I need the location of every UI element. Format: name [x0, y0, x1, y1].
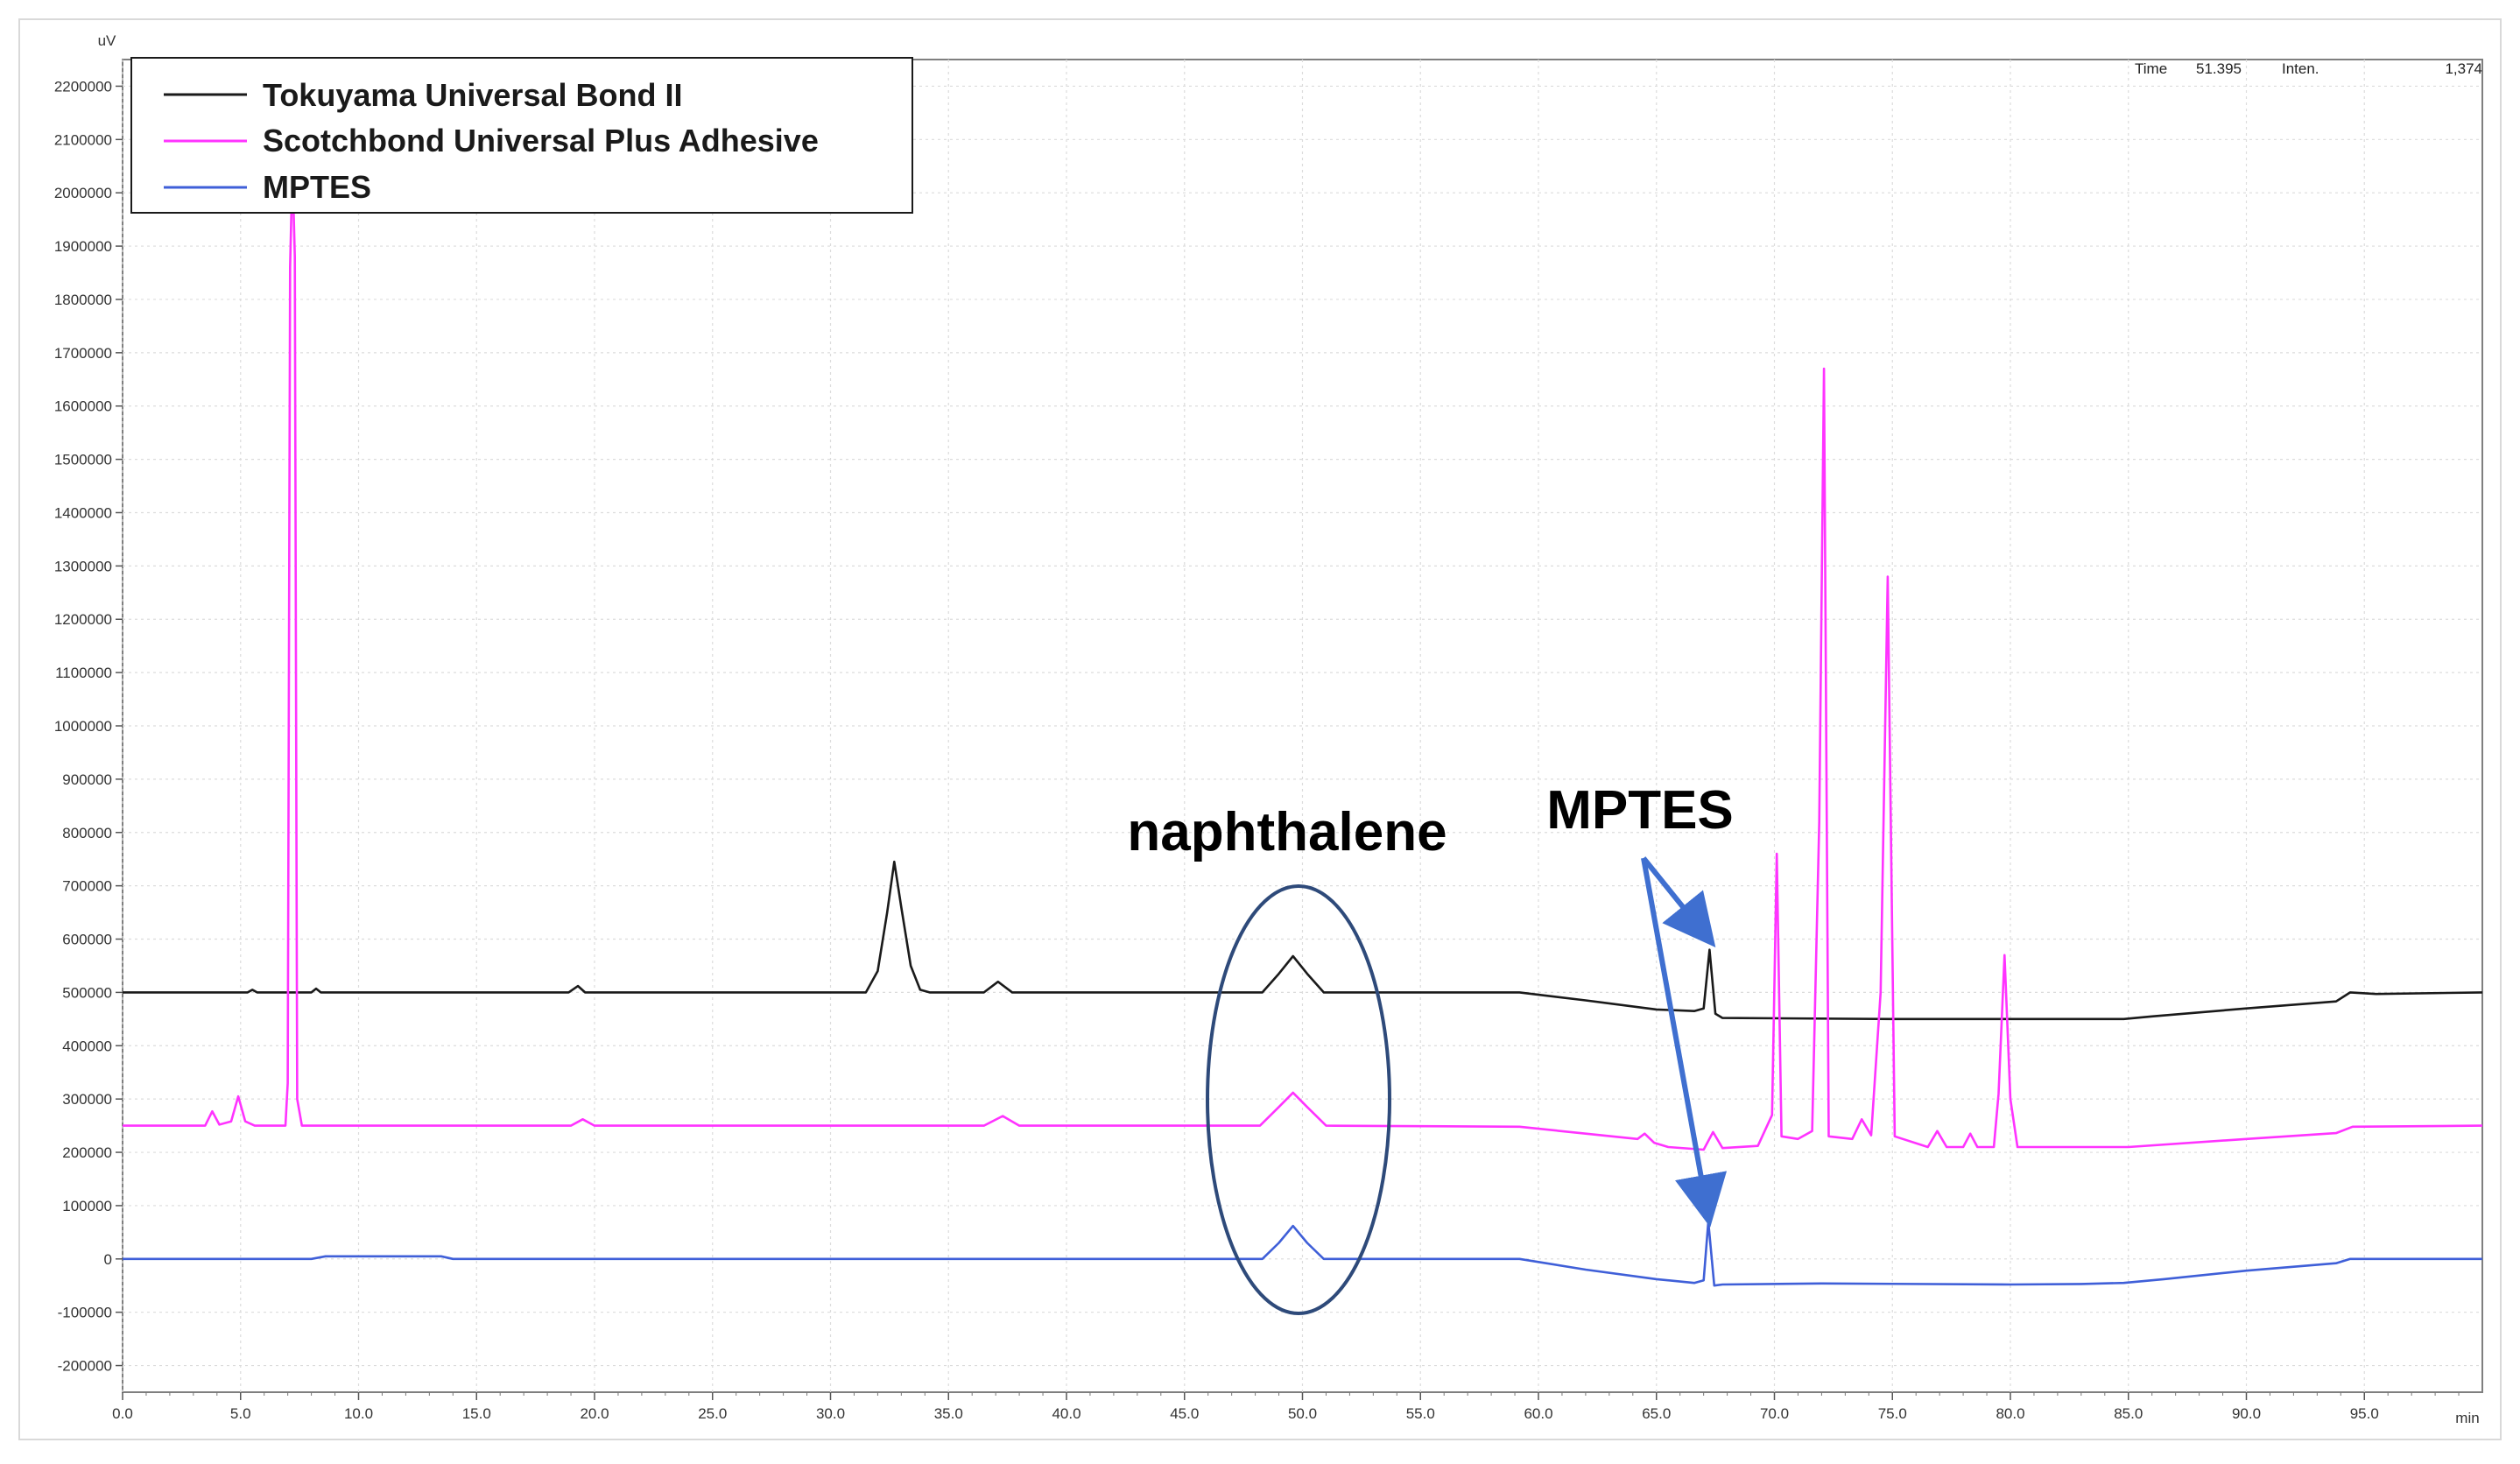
x-tick-label: 75.0 — [1878, 1405, 1907, 1422]
x-tick-label: 10.0 — [344, 1405, 373, 1422]
x-tick-label: 80.0 — [1996, 1405, 2024, 1422]
y-tick-label: 100000 — [62, 1198, 112, 1214]
x-tick-label: 35.0 — [934, 1405, 963, 1422]
y-tick-label: -200000 — [58, 1358, 112, 1375]
mptes-arrow-upper — [1641, 856, 1716, 948]
x-tick-label: 95.0 — [2350, 1405, 2379, 1422]
y-tick-label: 1200000 — [54, 611, 112, 628]
x-unit-label: min — [2455, 1410, 2479, 1426]
x-tick-label: 15.0 — [462, 1405, 491, 1422]
y-tick-label: 1100000 — [55, 665, 112, 681]
mptes-annotation: MPTES — [1546, 780, 1734, 1228]
x-tick-label: 45.0 — [1170, 1405, 1199, 1422]
y-tick-label: 2000000 — [54, 185, 112, 201]
readout-time-label: Time — [2135, 60, 2167, 77]
y-tick-label: 2200000 — [54, 78, 112, 95]
x-tick-label: 5.0 — [230, 1405, 251, 1422]
legend-label-tokuyama: Tokuyama Universal Bond II — [263, 77, 682, 113]
x-tick-label: 0.0 — [112, 1405, 133, 1422]
y-tick-label: 1800000 — [54, 292, 112, 308]
x-tick-label: 30.0 — [816, 1405, 845, 1422]
readout-inten-label: Inten. — [2282, 60, 2319, 77]
y-tick-label: 400000 — [62, 1038, 112, 1054]
y-tick-label: 200000 — [62, 1144, 112, 1161]
y-tick-label: 0 — [104, 1251, 112, 1268]
y-tick-label: 600000 — [62, 932, 112, 948]
x-tick-label: 90.0 — [2232, 1405, 2261, 1422]
y-tick-label: 1500000 — [54, 452, 112, 468]
legend: Tokuyama Universal Bond II Scotchbond Un… — [130, 57, 913, 214]
legend-label-mptes: MPTES — [263, 169, 371, 205]
readout-inten-value: 1,374 — [2445, 60, 2482, 77]
naphthalene-annotation: naphthalene — [1127, 802, 1447, 1315]
y-tick-label: 300000 — [62, 1091, 112, 1108]
x-tick-label: 65.0 — [1642, 1405, 1671, 1422]
y-tick-label: 1400000 — [54, 504, 112, 521]
y-tick-label: 800000 — [62, 825, 112, 841]
x-tick-label: 55.0 — [1406, 1405, 1435, 1422]
y-axis: -200000 -100000 0 100000 200000 300000 400000 5… — [54, 78, 123, 1375]
y-tick-label: 1700000 — [54, 345, 112, 362]
y-unit-label: uV — [98, 32, 116, 49]
x-tick-label: 50.0 — [1288, 1405, 1317, 1422]
x-tick-label: 40.0 — [1052, 1405, 1081, 1422]
y-tick-label: -100000 — [58, 1305, 112, 1321]
x-tick-label: 85.0 — [2114, 1405, 2143, 1422]
y-tick-label: 900000 — [62, 771, 112, 788]
y-tick-label: 1300000 — [54, 558, 112, 574]
series-line-mptes — [123, 1220, 2482, 1287]
legend-label-scotchbond: Scotchbond Universal Plus Adhesive — [263, 123, 819, 158]
mptes-arrow-lower — [1641, 857, 1728, 1228]
readout-time-value: 51.395 — [2196, 60, 2242, 77]
y-tick-label: 500000 — [62, 984, 112, 1001]
y-tick-label: 1900000 — [54, 238, 112, 255]
y-tick-label: 1600000 — [54, 398, 112, 415]
x-tick-label: 20.0 — [580, 1405, 609, 1422]
legend-box — [130, 57, 913, 214]
y-tick-label: 2100000 — [54, 131, 112, 148]
naphthalene-ellipse — [1206, 884, 1391, 1315]
y-tick-label: 1000000 — [54, 718, 112, 735]
y-tick-label: 700000 — [62, 878, 112, 895]
x-tick-label: 60.0 — [1524, 1405, 1552, 1422]
x-tick-label: 70.0 — [1760, 1405, 1789, 1422]
x-axis: 0.0 5.0 10.0 15.0 20.0 25.0 30.0 35.0 40.0 45.0 50… — [112, 1392, 2460, 1422]
mptes-label: MPTES — [1546, 780, 1734, 841]
naphthalene-label: naphthalene — [1127, 802, 1447, 862]
series-line-tokuyama — [123, 860, 2483, 1021]
x-tick-label: 25.0 — [698, 1405, 727, 1422]
readout: Time 51.395 Inten. 1,374 — [2135, 60, 2482, 77]
